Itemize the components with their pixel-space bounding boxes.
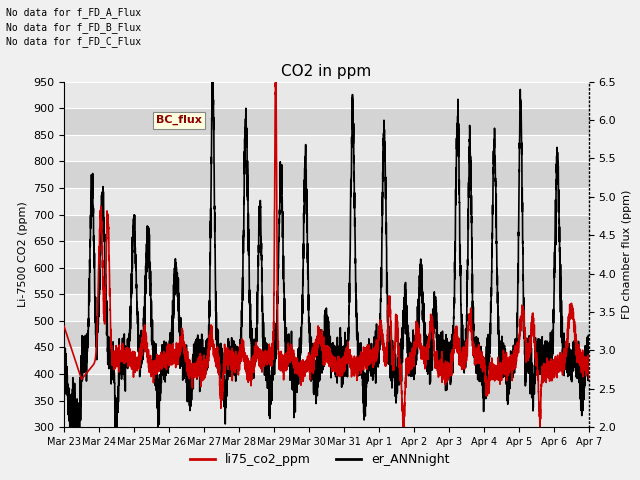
Y-axis label: Li-7500 CO2 (ppm): Li-7500 CO2 (ppm)	[17, 202, 28, 307]
Legend: li75_co2_ppm, er_ANNnight: li75_co2_ppm, er_ANNnight	[186, 448, 454, 471]
Text: No data for f_FD_C_Flux: No data for f_FD_C_Flux	[6, 36, 141, 47]
Text: BC_flux: BC_flux	[156, 115, 202, 125]
Bar	[64, 348, 589, 374]
Text: No data for f_FD_B_Flux: No data for f_FD_B_Flux	[6, 22, 141, 33]
Title: CO2 in ppm: CO2 in ppm	[281, 64, 372, 79]
Bar	[64, 401, 589, 427]
Bar	[64, 135, 589, 161]
Text: No data for f_FD_A_Flux: No data for f_FD_A_Flux	[6, 7, 141, 18]
Bar	[64, 161, 589, 188]
Bar	[64, 188, 589, 215]
Bar	[64, 82, 589, 108]
Bar	[64, 215, 589, 241]
Bar	[64, 241, 589, 268]
Bar	[64, 268, 589, 294]
Y-axis label: FD chamber flux (ppm): FD chamber flux (ppm)	[622, 190, 632, 319]
Bar	[64, 108, 589, 135]
Bar	[64, 374, 589, 401]
Bar	[64, 321, 589, 348]
Bar	[64, 294, 589, 321]
